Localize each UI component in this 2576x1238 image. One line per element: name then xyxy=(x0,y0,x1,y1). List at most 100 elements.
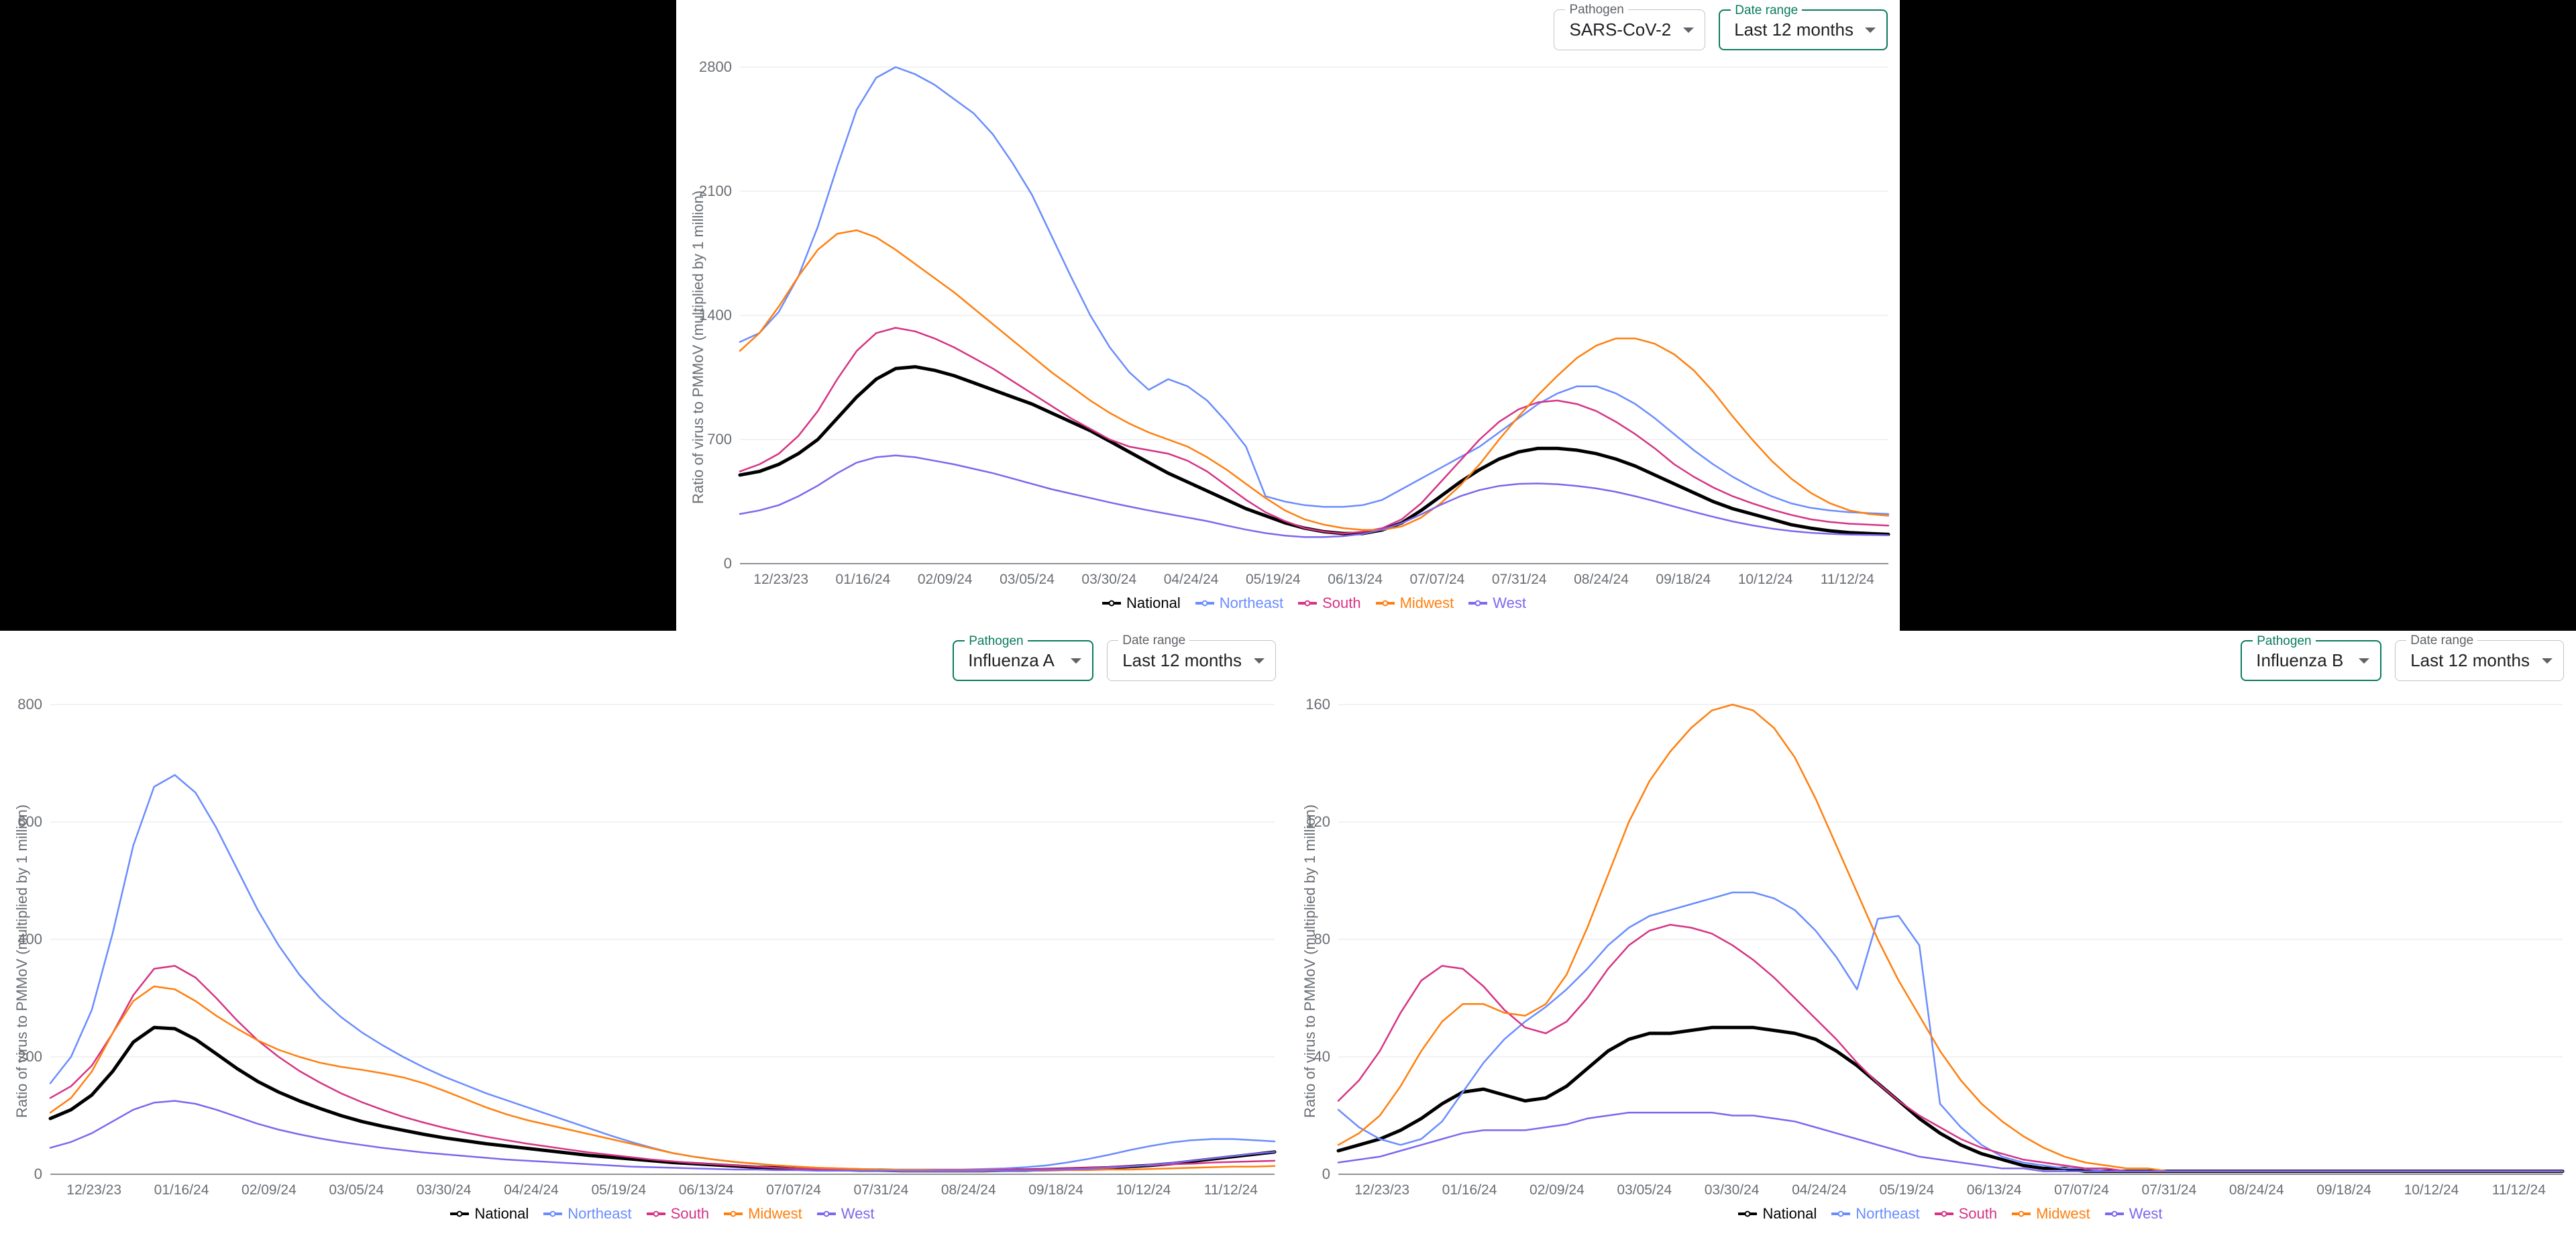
series-northeast xyxy=(50,775,1275,1170)
x-tick: 02/09/24 xyxy=(1529,1182,1585,1198)
y-tick: 0 xyxy=(0,1166,42,1183)
daterange-select[interactable]: Date rangeLast 12 months xyxy=(2395,640,2564,681)
legend-label: Northeast xyxy=(1856,1205,1919,1223)
chart-controls: PathogenSARS-CoV-2 Date rangeLast 12 mont… xyxy=(1554,9,1888,50)
pathogen-select[interactable]: PathogenInfluenza B xyxy=(2241,640,2381,681)
legend-label: Midwest xyxy=(2036,1205,2090,1223)
x-tick: 10/12/24 xyxy=(1116,1182,1171,1198)
legend-swatch xyxy=(1195,602,1214,605)
x-tick: 01/16/24 xyxy=(1442,1182,1497,1198)
legend-item-south[interactable]: South xyxy=(647,1205,710,1223)
legend-label: Northeast xyxy=(568,1205,631,1223)
pathogen-select[interactable]: PathogenSARS-CoV-2 xyxy=(1554,9,1705,50)
legend-swatch xyxy=(1831,1213,1850,1215)
legend-label: South xyxy=(671,1205,710,1223)
legend-item-midwest[interactable]: Midwest xyxy=(1376,595,1454,612)
chevron-down-icon xyxy=(1071,658,1081,664)
y-tick: 40 xyxy=(1288,1048,1330,1066)
x-tick: 12/23/23 xyxy=(1354,1182,1409,1198)
legend-swatch xyxy=(450,1213,469,1215)
x-tick: 09/18/24 xyxy=(2316,1182,2371,1198)
x-tick: 06/13/24 xyxy=(1967,1182,2022,1198)
series-national xyxy=(50,1027,1275,1171)
x-tick: 11/12/24 xyxy=(1204,1182,1258,1198)
legend-item-south[interactable]: South xyxy=(1935,1205,1998,1223)
daterange-select-label: Date range xyxy=(1731,3,1802,18)
legend-item-midwest[interactable]: Midwest xyxy=(2012,1205,2090,1223)
legend-item-national[interactable]: National xyxy=(450,1205,529,1223)
chevron-down-icon xyxy=(2359,658,2369,664)
series-midwest xyxy=(50,986,1275,1171)
chevron-down-icon xyxy=(1683,28,1694,33)
chevron-down-icon xyxy=(1865,28,1876,33)
x-tick: 01/16/24 xyxy=(154,1182,209,1198)
daterange-select[interactable]: Date rangeLast 12 months xyxy=(1107,640,1276,681)
legend-label: National xyxy=(474,1205,529,1223)
legend-swatch xyxy=(2105,1213,2124,1215)
series-northeast xyxy=(740,67,1888,514)
x-tick: 11/12/24 xyxy=(1821,572,1874,588)
y-tick: 700 xyxy=(676,431,732,448)
chevron-down-icon xyxy=(1254,658,1265,664)
legend-item-national[interactable]: National xyxy=(1738,1205,1817,1223)
legend-item-northeast[interactable]: Northeast xyxy=(543,1205,631,1223)
legend-label: West xyxy=(841,1205,875,1223)
chevron-down-icon xyxy=(2542,658,2553,664)
legend-item-south[interactable]: South xyxy=(1298,595,1361,612)
x-tick: 05/19/24 xyxy=(1879,1182,1934,1198)
x-tick: 09/18/24 xyxy=(1028,1182,1083,1198)
y-tick: 800 xyxy=(0,696,42,713)
y-tick: 0 xyxy=(1288,1166,1330,1183)
legend-label: West xyxy=(1493,595,1526,612)
legend-label: South xyxy=(1959,1205,1998,1223)
legend-item-national[interactable]: National xyxy=(1102,595,1181,612)
series-south xyxy=(1338,925,2563,1172)
x-tick: 08/24/24 xyxy=(2229,1182,2284,1198)
y-axis-ticks: 04080120160 xyxy=(1288,705,1330,1174)
x-tick: 08/24/24 xyxy=(941,1182,996,1198)
x-tick: 01/16/24 xyxy=(836,572,891,588)
legend: National Northeast South Midwest West xyxy=(740,595,1888,612)
pathogen-select-label: Pathogen xyxy=(1565,3,1627,17)
x-tick: 07/31/24 xyxy=(2142,1182,2197,1198)
daterange-select-label: Date range xyxy=(2406,633,2477,648)
daterange-select-value: Last 12 months xyxy=(2410,650,2530,671)
daterange-select[interactable]: Date rangeLast 12 months xyxy=(1719,9,1888,50)
x-tick: 03/05/24 xyxy=(1617,1182,1672,1198)
pathogen-select-value: SARS-CoV-2 xyxy=(1569,19,1671,40)
chart-panel-sars: PathogenSARS-CoV-2Date rangeLast 12 mont… xyxy=(676,0,1900,631)
legend-item-midwest[interactable]: Midwest xyxy=(724,1205,802,1223)
x-tick: 10/12/24 xyxy=(2404,1182,2459,1198)
daterange-select-label: Date range xyxy=(1118,633,1189,648)
chart-plot xyxy=(1338,705,2563,1174)
legend-swatch xyxy=(817,1213,836,1215)
x-tick: 07/07/24 xyxy=(2054,1182,2109,1198)
x-tick: 06/13/24 xyxy=(679,1182,734,1198)
x-tick: 08/24/24 xyxy=(1574,572,1629,588)
legend-swatch xyxy=(1738,1213,1757,1215)
legend-item-west[interactable]: West xyxy=(1468,595,1526,612)
y-tick: 0 xyxy=(676,555,732,572)
x-tick: 07/07/24 xyxy=(766,1182,821,1198)
pathogen-select[interactable]: PathogenInfluenza A xyxy=(953,640,1093,681)
legend-item-northeast[interactable]: Northeast xyxy=(1831,1205,1919,1223)
legend-item-northeast[interactable]: Northeast xyxy=(1195,595,1283,612)
y-tick: 200 xyxy=(0,1048,42,1066)
legend-swatch xyxy=(1935,1213,1953,1215)
chart-panel-flu-a: PathogenInfluenza ADate rangeLast 12 mon… xyxy=(0,631,1288,1238)
x-tick: 04/24/24 xyxy=(504,1182,559,1198)
daterange-select-value: Last 12 months xyxy=(1734,19,1854,40)
x-tick: 02/09/24 xyxy=(918,572,973,588)
legend-swatch xyxy=(1468,602,1487,605)
chart-plot xyxy=(50,705,1275,1174)
x-tick: 04/24/24 xyxy=(1792,1182,1847,1198)
legend-swatch xyxy=(1298,602,1317,605)
x-tick: 05/19/24 xyxy=(1246,572,1301,588)
x-tick: 07/31/24 xyxy=(854,1182,909,1198)
daterange-select-value: Last 12 months xyxy=(1122,650,1242,671)
legend-item-west[interactable]: West xyxy=(817,1205,875,1223)
legend-item-west[interactable]: West xyxy=(2105,1205,2163,1223)
legend-swatch xyxy=(1102,602,1121,605)
pathogen-select-label: Pathogen xyxy=(2253,634,2315,649)
chart-controls: PathogenInfluenza B Date rangeLast 12 mon… xyxy=(2241,640,2564,681)
